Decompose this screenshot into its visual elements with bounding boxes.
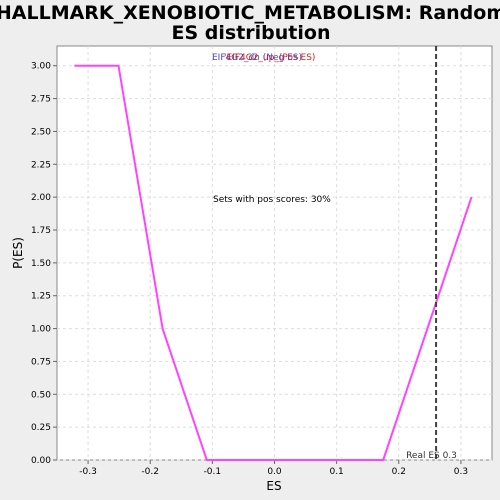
x-axis-label: ES [266, 479, 281, 493]
y-tick-label: 0.00 [31, 456, 51, 466]
x-tick-label: 0.1 [329, 467, 343, 477]
x-tick-label: -0.2 [141, 467, 159, 477]
y-tick-label: 2.00 [31, 193, 51, 203]
x-tick-label: 0.0 [267, 467, 282, 477]
chart-title-line-2: ES distribution [172, 22, 331, 44]
real-es-label: Real ES 0.3 [406, 451, 457, 461]
y-tick-label: 1.25 [31, 292, 51, 302]
x-tick-label: -0.1 [204, 467, 222, 477]
y-tick-label: 0.50 [31, 390, 51, 400]
y-axis-label: P(ES) [11, 237, 25, 269]
y-tick-label: 1.50 [31, 259, 51, 269]
x-tick-label: -0.3 [79, 467, 97, 477]
annotation-sets-pos: Sets with pos scores: 30% [213, 195, 331, 205]
y-tick-label: 1.00 [31, 325, 51, 335]
legend-header-overlap-a: 'EIF4G2_up_(Pos ES) [224, 53, 315, 63]
y-tick-label: 2.25 [31, 160, 51, 170]
y-tick-label: 2.50 [31, 127, 51, 137]
y-tick-label: 3.00 [31, 62, 51, 72]
x-tick-label: 0.2 [392, 467, 406, 477]
y-tick-label: 0.25 [31, 423, 51, 433]
x-tick-label: 0.3 [454, 467, 468, 477]
y-tick-label: 0.75 [31, 357, 51, 367]
y-tick-label: 2.75 [31, 95, 51, 105]
y-tick-label: 1.75 [31, 226, 51, 236]
chart-title-line-1: HALLMARK_XENOBIOTIC_METABOLISM: Random [0, 2, 500, 24]
